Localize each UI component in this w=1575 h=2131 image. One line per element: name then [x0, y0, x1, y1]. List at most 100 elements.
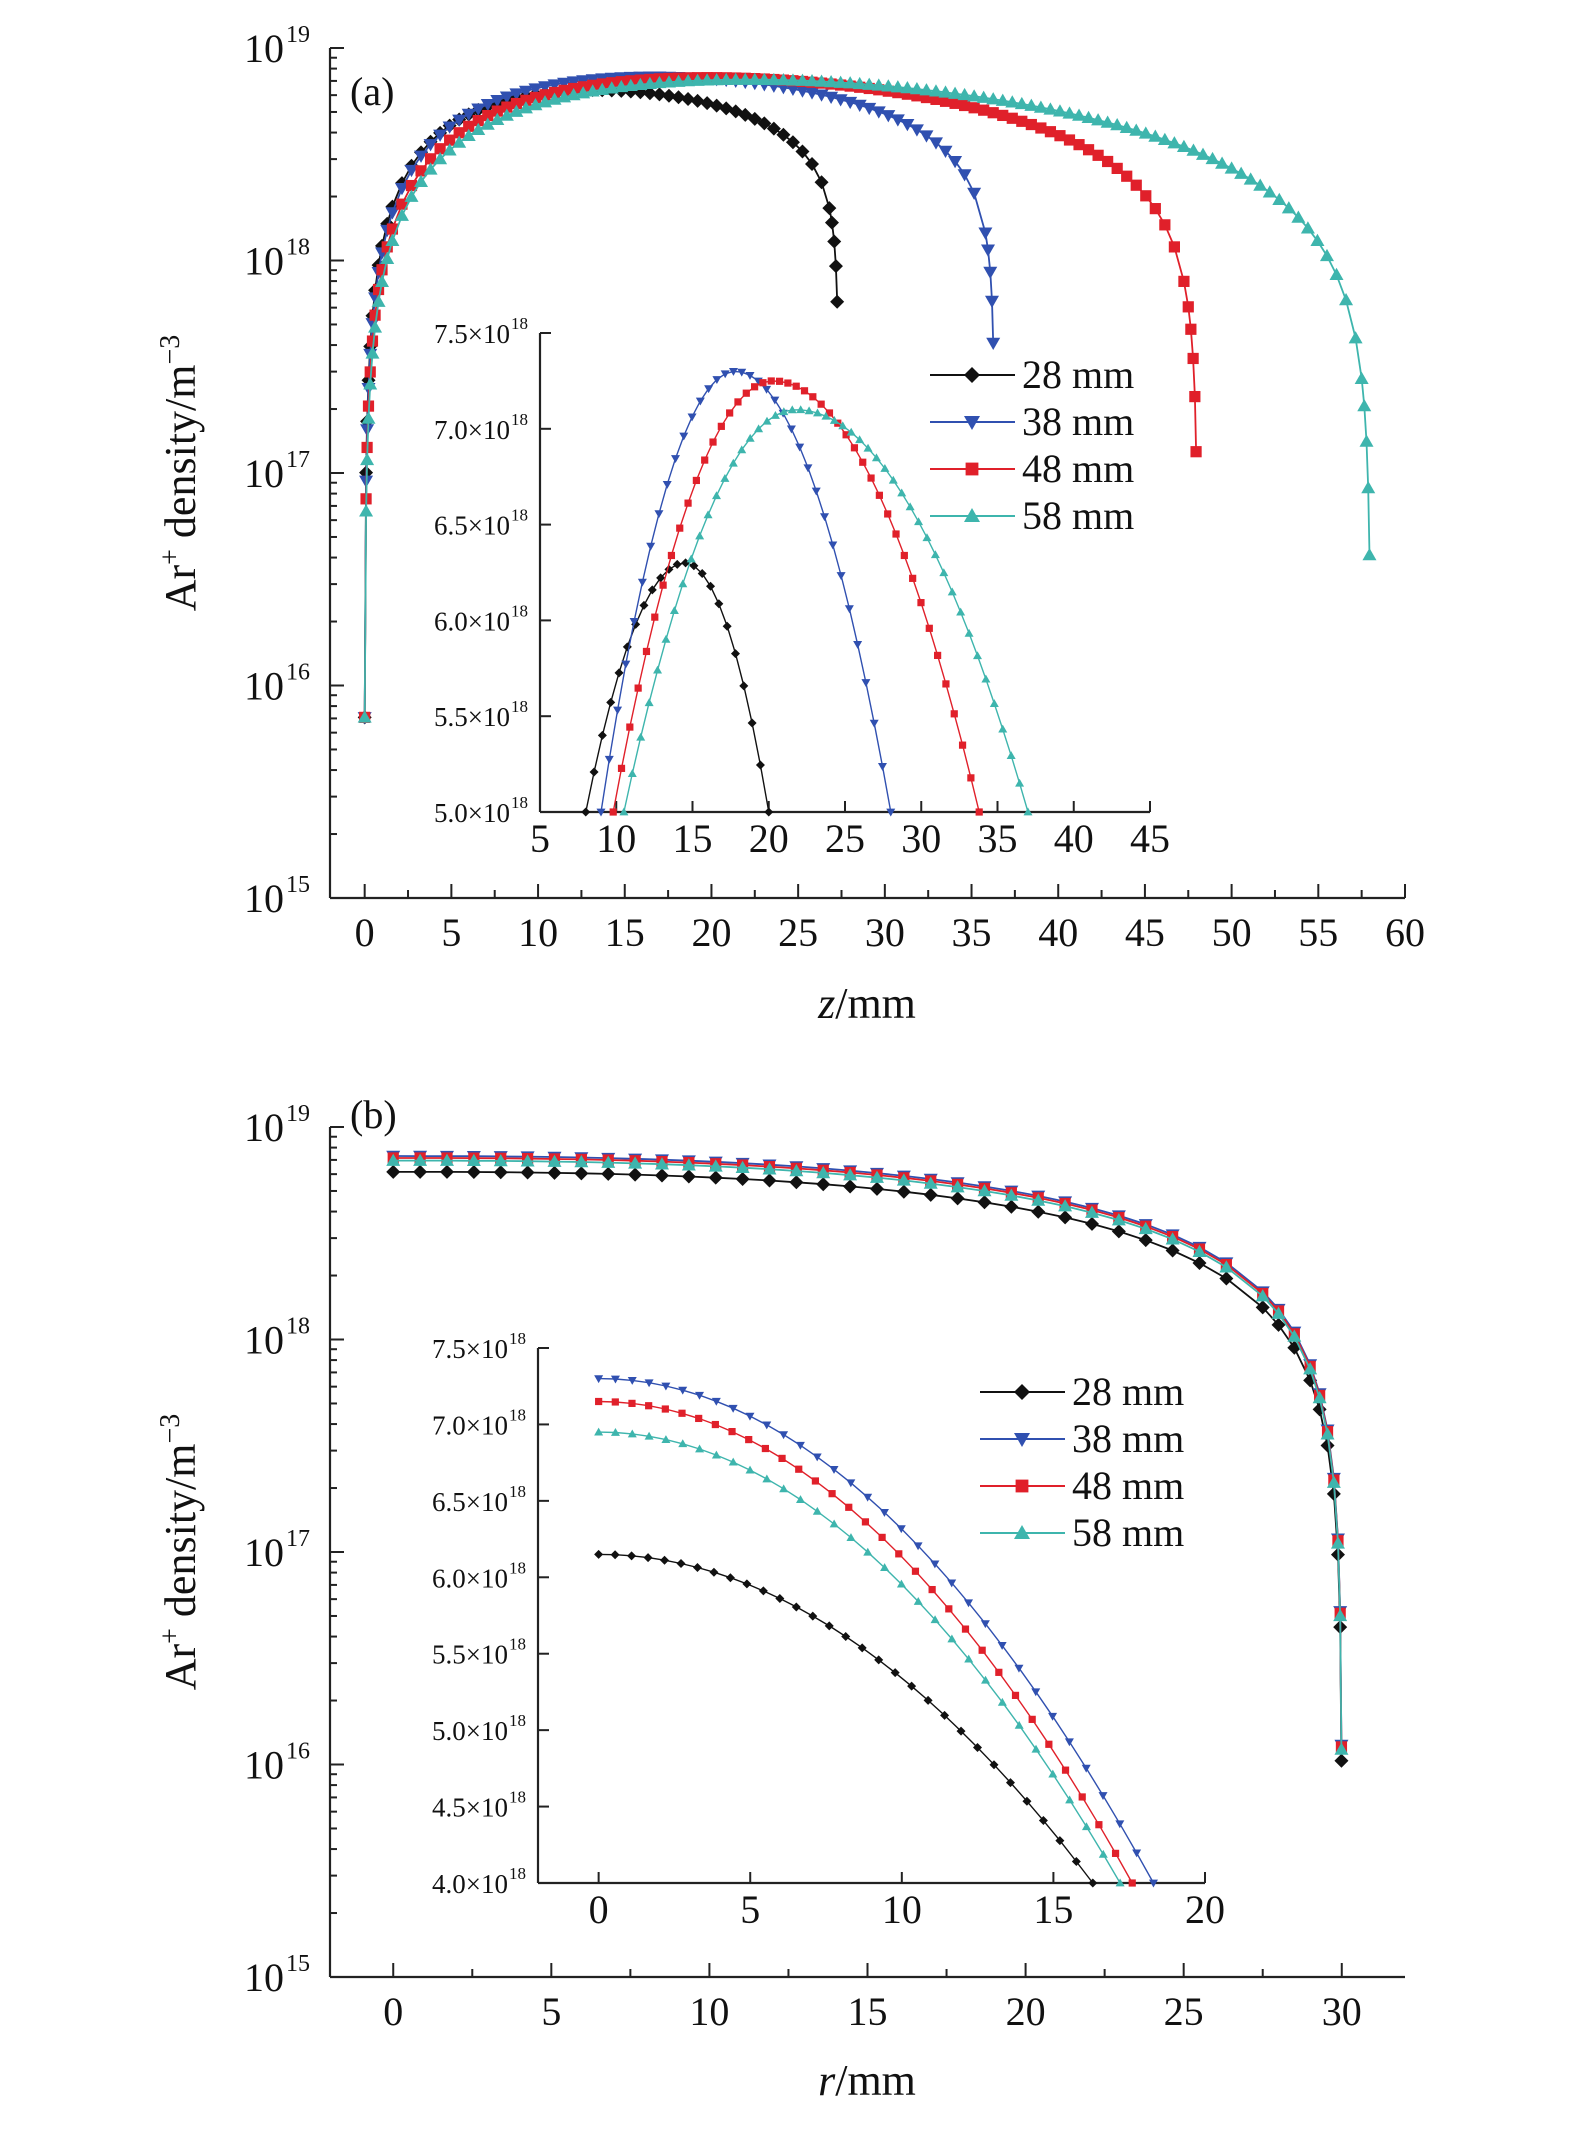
main-38mm-point — [909, 124, 924, 137]
main-58mm-point — [1287, 1329, 1302, 1342]
inset-38mm-point — [877, 762, 887, 771]
inset-x-tick-label: 20 — [1185, 1887, 1225, 1932]
main-58mm-point — [995, 93, 1010, 106]
main-38mm-series — [386, 1150, 1349, 1752]
main-58mm-point — [493, 1153, 508, 1167]
inset-48mm-point — [611, 1398, 619, 1406]
legend-label: 48 mm — [1022, 446, 1134, 491]
inset-y-tick-exponent: 18 — [511, 506, 528, 525]
main-28mm-point — [1084, 1216, 1099, 1231]
inset-38mm-point — [836, 572, 846, 580]
inset-28mm-point — [739, 681, 749, 691]
main-28mm-point — [690, 93, 705, 108]
main-48mm-point — [1006, 112, 1018, 124]
inset-38mm-point — [812, 1453, 822, 1462]
inset-58mm-point — [770, 410, 780, 419]
y-tick-exponent: 18 — [286, 235, 310, 261]
main-58mm-point — [1253, 178, 1268, 191]
inset-28mm-point — [614, 668, 624, 678]
inset-38mm-point — [629, 617, 639, 626]
main-28mm-point — [828, 259, 843, 274]
main-28mm-point — [923, 1187, 938, 1202]
main-28mm-point — [735, 1172, 750, 1187]
main-58mm-point — [433, 152, 448, 165]
main-58mm-point — [816, 1165, 831, 1179]
main-58mm-point — [1186, 143, 1201, 156]
inset-58mm-point — [863, 1547, 873, 1556]
main-48mm-point — [1111, 162, 1123, 174]
main-48mm-point — [415, 165, 427, 177]
inset-38mm-point — [637, 578, 647, 587]
main-58mm-point — [1339, 293, 1354, 306]
inset-38mm-point — [644, 1379, 654, 1388]
inset-28mm-point — [808, 1611, 818, 1621]
inset-58mm-point — [1065, 1795, 1075, 1804]
main-58mm-point — [371, 294, 386, 307]
inset-48mm-point — [642, 647, 651, 656]
inset-38mm-point — [712, 376, 722, 385]
legend-marker — [965, 462, 979, 476]
inset-58mm-point — [939, 568, 949, 577]
main-58mm-point — [642, 76, 657, 90]
x-tick-label: 0 — [383, 1989, 403, 2034]
main-28mm-point — [827, 234, 842, 249]
inset-58mm-series — [594, 1427, 1125, 1887]
inset-48mm-line — [612, 380, 980, 813]
main-48mm-point — [1016, 115, 1028, 127]
inset-48mm-point — [884, 510, 892, 518]
main-58mm-point — [747, 72, 762, 85]
main-28mm-point — [700, 96, 715, 111]
inset-48mm-point — [1128, 1879, 1136, 1887]
main-58mm-point — [1192, 1244, 1207, 1257]
main-58mm-point — [671, 74, 686, 87]
inset-28mm-point — [697, 569, 707, 579]
main-58mm-point — [843, 1168, 858, 1181]
main-38mm-point — [900, 119, 915, 132]
inset-y-tick-label: 5.0×10 — [432, 1716, 508, 1746]
main-38mm-point — [499, 91, 514, 104]
main-58mm-point — [1271, 1306, 1286, 1319]
main-58mm-point — [1129, 123, 1144, 136]
inset-x-tick-label: 0 — [589, 1887, 609, 1932]
main-58mm-point — [509, 104, 524, 117]
inset-58mm-point — [644, 698, 654, 707]
main-38mm-point — [480, 98, 495, 112]
inset-48mm-point — [634, 684, 642, 692]
main-38mm-point — [938, 145, 953, 158]
inset-x-tick-label: 25 — [825, 816, 865, 861]
main-58mm-point — [735, 1160, 750, 1173]
main-38mm-point — [557, 77, 572, 91]
main-48mm-point — [1082, 144, 1095, 156]
inset-58mm-point — [905, 502, 915, 511]
main-58mm-point — [1291, 210, 1306, 223]
inset-38mm-point — [795, 1441, 805, 1450]
inset-58mm-point — [1023, 807, 1033, 816]
inset-28mm-series — [594, 1549, 1098, 1888]
inset-48mm-point — [828, 1490, 836, 1498]
inset-28mm-point — [791, 1602, 801, 1612]
inset-28mm-point — [722, 621, 732, 631]
main-58mm-point — [762, 1162, 777, 1175]
inset-38mm-series — [594, 1375, 1158, 1888]
inset-y-tick-exponent: 18 — [511, 410, 528, 429]
inset-38mm-point — [728, 368, 738, 376]
inset-58mm-point — [1098, 1849, 1108, 1858]
inset-28mm-point — [907, 1681, 917, 1691]
main-28mm-point — [654, 1168, 669, 1183]
inset-58mm-point — [1014, 1720, 1024, 1729]
inset-58mm-point — [1015, 778, 1025, 787]
main-58mm-point — [976, 90, 991, 103]
main-38mm-point — [957, 169, 972, 182]
inset-48mm-point — [928, 1585, 936, 1594]
main-58mm-point — [375, 274, 390, 288]
inset-38mm-point — [678, 1386, 688, 1395]
main-58mm-point — [862, 77, 877, 90]
main-48mm-point — [987, 107, 999, 119]
main-58mm-point — [1362, 548, 1377, 561]
main-48mm-point — [1182, 301, 1194, 313]
main-58mm-point — [1052, 104, 1067, 117]
main-58mm-point — [466, 1153, 481, 1167]
main-58mm-point — [1033, 100, 1048, 113]
main-58mm-point — [1243, 172, 1258, 185]
